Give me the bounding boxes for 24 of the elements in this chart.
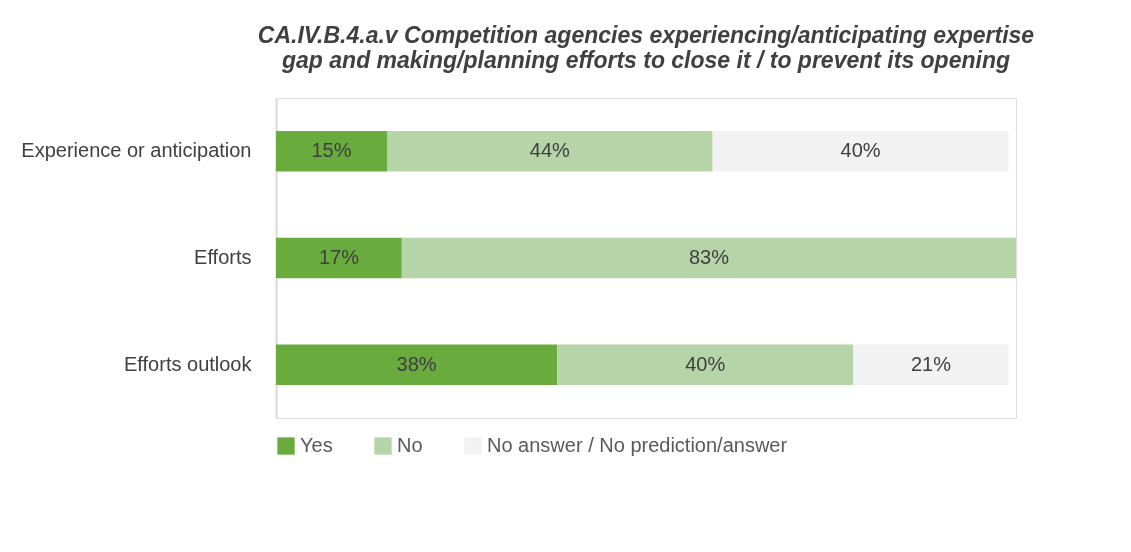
text: gap and making/planning efforts to close it / to prevent its opening (282, 47, 1010, 73)
bar (712, 131, 1009, 172)
data-label: 21% (910, 352, 952, 375)
legend-label: Yes (300, 434, 333, 456)
bar (276, 237, 402, 279)
data-label: 38% (396, 352, 437, 375)
data-label: 40% (840, 139, 881, 162)
y-tick-label: Experience or anticipation (21, 139, 252, 162)
bar (276, 344, 558, 385)
bar (401, 237, 1016, 279)
data-label: 83% (688, 246, 730, 268)
text: CA.IV.B.4.a.v Competition agencies experiencing/anticipating expertise (257, 22, 1035, 48)
y-tick-label: Efforts (194, 246, 252, 268)
bar (557, 344, 854, 385)
y-tick-label: Efforts outlook (124, 352, 253, 375)
data-label: 17% (318, 246, 360, 268)
data-label: 44% (529, 139, 571, 162)
legend-label: No (397, 434, 423, 456)
bar (853, 344, 1009, 385)
bar (276, 131, 387, 172)
legend-label: No answer / No prediction/answer (487, 434, 788, 456)
bar (387, 131, 713, 172)
data-label: 15% (311, 139, 352, 162)
data-label: 40% (685, 352, 726, 375)
